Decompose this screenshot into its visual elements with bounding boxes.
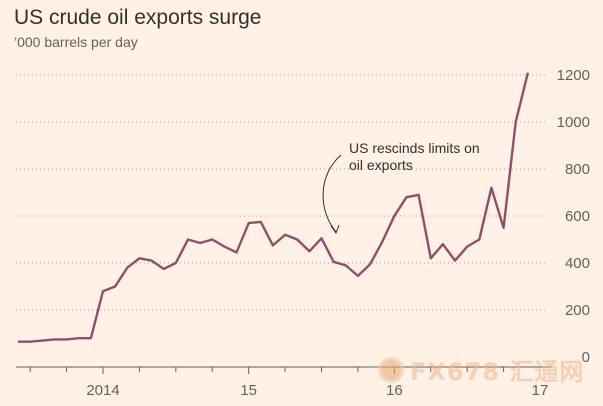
x-tick-label: 17: [532, 382, 549, 399]
y-tick-labels: 0 200 400 600 800 1000 1200: [557, 67, 590, 366]
y-tick-label: 0: [582, 349, 590, 366]
annotation-arrowhead: [330, 224, 340, 235]
y-tick-label: 1000: [557, 114, 590, 131]
y-tick-label: 200: [565, 302, 590, 319]
series-lines: [18, 72, 530, 343]
x-tick-label: 16: [386, 382, 403, 399]
annotation-text: US rescinds limits on: [349, 140, 480, 156]
gridlines: [16, 74, 548, 311]
chart-title: US crude oil exports surge: [14, 6, 262, 29]
watermark: FX678 汇通网: [378, 352, 584, 387]
y-tick-label: 600: [565, 208, 590, 225]
x-axis: 2014 15 16 17: [16, 366, 552, 399]
x-tick-label: 15: [240, 382, 257, 399]
x-tick-label: 2014: [86, 382, 119, 399]
annotation-text: oil exports: [349, 157, 413, 173]
y-tick-label: 400: [565, 255, 590, 272]
y-tick-label: 1200: [557, 67, 590, 84]
y-tick-label: 800: [565, 161, 590, 178]
watermark-logo-icon: [378, 356, 404, 383]
chart-subtitle: ’000 barrels per day: [14, 34, 138, 50]
series-line: [18, 72, 530, 343]
watermark-text: FX678 汇通网: [410, 358, 585, 386]
annotation-arrow: [322, 154, 342, 233]
